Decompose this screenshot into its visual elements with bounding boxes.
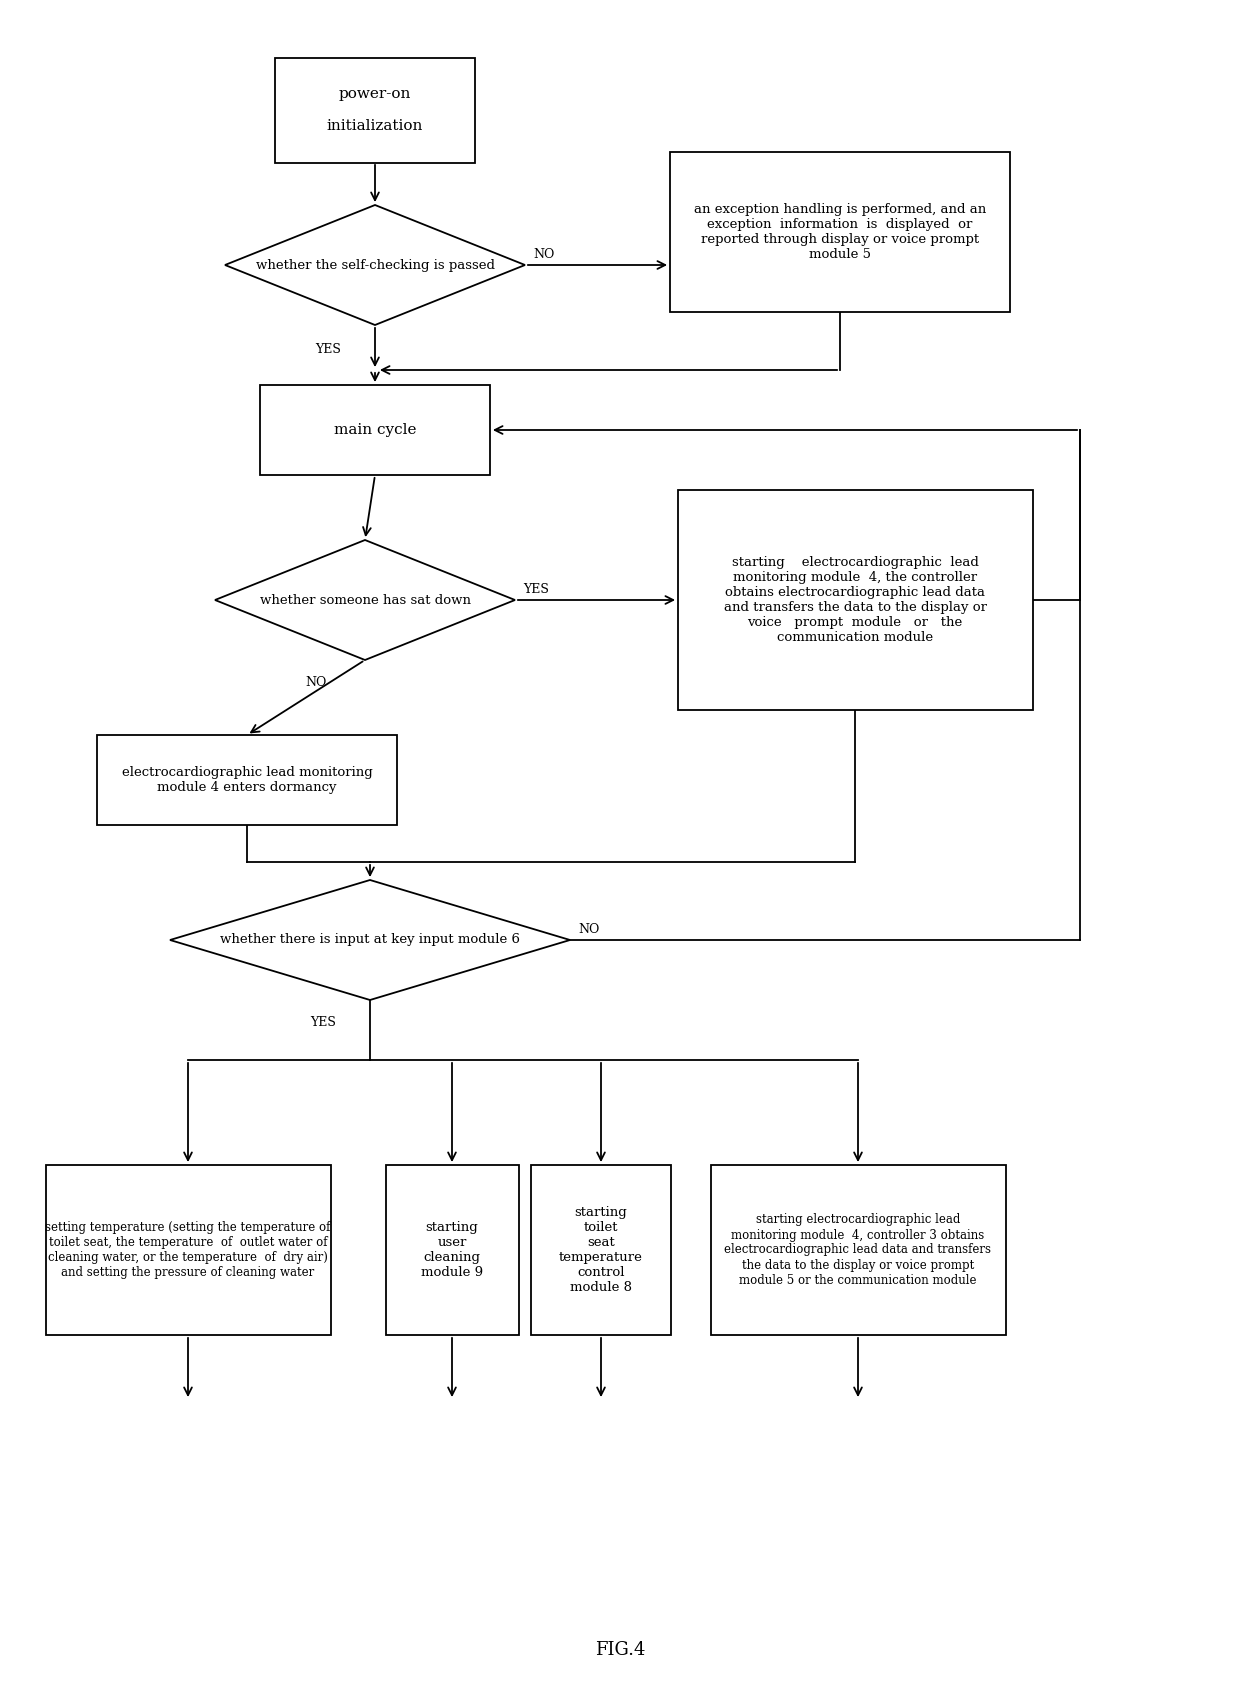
FancyBboxPatch shape — [260, 385, 490, 475]
FancyBboxPatch shape — [46, 1164, 331, 1336]
Polygon shape — [224, 205, 525, 325]
Text: whether the self-checking is passed: whether the self-checking is passed — [255, 259, 495, 271]
Text: setting temperature (setting the temperature of
toilet seat, the temperature  of: setting temperature (setting the tempera… — [46, 1220, 331, 1280]
Polygon shape — [215, 541, 515, 659]
Text: YES: YES — [315, 342, 341, 356]
FancyBboxPatch shape — [677, 490, 1033, 710]
FancyBboxPatch shape — [386, 1164, 518, 1336]
Text: NO: NO — [578, 924, 599, 936]
Text: electrocardiographic lead monitoring
module 4 enters dormancy: electrocardiographic lead monitoring mod… — [122, 766, 372, 793]
FancyBboxPatch shape — [275, 58, 475, 163]
Polygon shape — [170, 880, 570, 1000]
Text: YES: YES — [523, 583, 549, 597]
FancyBboxPatch shape — [97, 736, 397, 825]
Text: NO: NO — [533, 247, 554, 261]
Text: an exception handling is performed, and an
exception  information  is  displayed: an exception handling is performed, and … — [694, 203, 986, 261]
Text: starting    electrocardiographic  lead
monitoring module  4, the controller
obta: starting electrocardiographic lead monit… — [723, 556, 987, 644]
FancyBboxPatch shape — [531, 1164, 671, 1336]
Text: main cycle: main cycle — [334, 424, 417, 437]
Text: YES: YES — [310, 1015, 336, 1029]
Text: FIG.4: FIG.4 — [595, 1641, 645, 1659]
Text: whether someone has sat down: whether someone has sat down — [259, 593, 470, 607]
Text: starting electrocardiographic lead
monitoring module  4, controller 3 obtains
el: starting electrocardiographic lead monit… — [724, 1214, 992, 1287]
Text: power-on

initialization: power-on initialization — [327, 86, 423, 134]
FancyBboxPatch shape — [711, 1164, 1006, 1336]
Text: starting
user
cleaning
module 9: starting user cleaning module 9 — [420, 1220, 484, 1280]
Text: starting
toilet
seat
temperature
control
module 8: starting toilet seat temperature control… — [559, 1207, 642, 1293]
Text: whether there is input at key input module 6: whether there is input at key input modu… — [219, 934, 520, 946]
FancyBboxPatch shape — [670, 153, 1011, 312]
Text: NO: NO — [305, 676, 326, 688]
